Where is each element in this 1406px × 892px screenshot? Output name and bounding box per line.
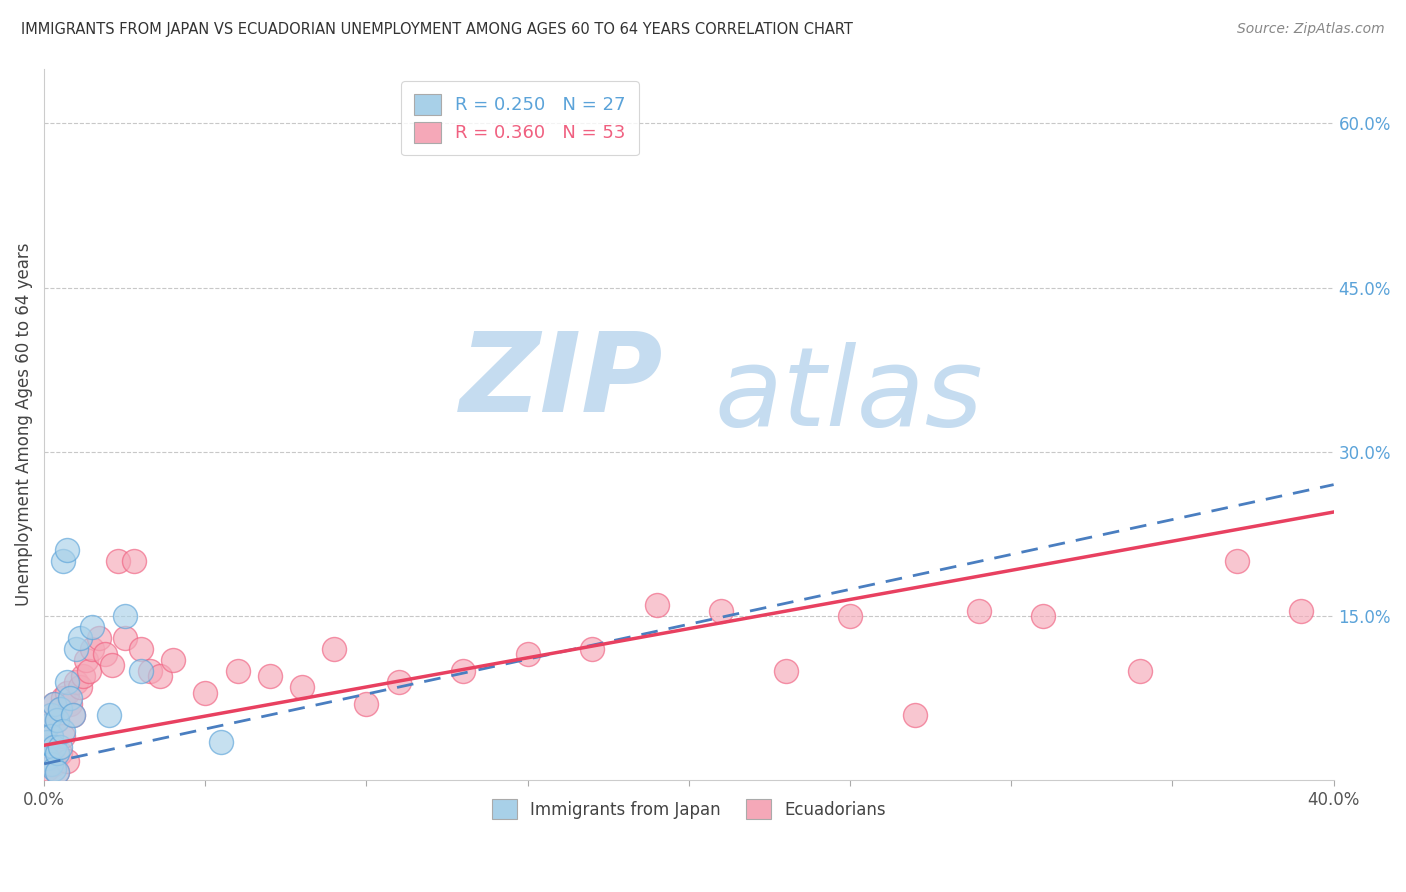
Point bbox=[356, 697, 378, 711]
Point bbox=[37, 718, 59, 732]
Point bbox=[516, 648, 538, 662]
Point bbox=[55, 754, 77, 768]
Point bbox=[65, 674, 87, 689]
Text: Source: ZipAtlas.com: Source: ZipAtlas.com bbox=[1237, 22, 1385, 37]
Point bbox=[55, 543, 77, 558]
Point bbox=[46, 713, 69, 727]
Y-axis label: Unemployment Among Ages 60 to 64 years: Unemployment Among Ages 60 to 64 years bbox=[15, 243, 32, 607]
Point bbox=[839, 609, 862, 624]
Point bbox=[42, 697, 65, 711]
Point bbox=[581, 641, 603, 656]
Point bbox=[42, 762, 65, 776]
Point bbox=[69, 631, 91, 645]
Point bbox=[39, 707, 62, 722]
Point bbox=[87, 631, 110, 645]
Point bbox=[39, 751, 62, 765]
Point bbox=[82, 641, 104, 656]
Point bbox=[62, 707, 84, 722]
Point bbox=[1129, 664, 1152, 678]
Point bbox=[259, 669, 281, 683]
Point bbox=[101, 658, 124, 673]
Point bbox=[1226, 554, 1249, 568]
Point bbox=[1291, 603, 1313, 617]
Point bbox=[42, 697, 65, 711]
Point bbox=[77, 664, 100, 678]
Point bbox=[39, 730, 62, 744]
Text: ZIP: ZIP bbox=[460, 328, 664, 435]
Point bbox=[139, 664, 162, 678]
Point bbox=[39, 756, 62, 771]
Point bbox=[55, 686, 77, 700]
Point bbox=[52, 724, 75, 739]
Point bbox=[124, 554, 146, 568]
Point bbox=[46, 746, 69, 760]
Point bbox=[291, 680, 314, 694]
Point bbox=[59, 691, 82, 706]
Point bbox=[72, 669, 94, 683]
Point bbox=[49, 746, 72, 760]
Text: IMMIGRANTS FROM JAPAN VS ECUADORIAN UNEMPLOYMENT AMONG AGES 60 TO 64 YEARS CORRE: IMMIGRANTS FROM JAPAN VS ECUADORIAN UNEM… bbox=[21, 22, 853, 37]
Point bbox=[97, 707, 120, 722]
Point bbox=[451, 664, 474, 678]
Point bbox=[62, 707, 84, 722]
Point bbox=[37, 762, 59, 776]
Text: atlas: atlas bbox=[714, 343, 983, 450]
Point bbox=[775, 664, 797, 678]
Point bbox=[114, 631, 136, 645]
Point bbox=[162, 653, 184, 667]
Point bbox=[226, 664, 249, 678]
Point bbox=[129, 641, 152, 656]
Point bbox=[209, 735, 232, 749]
Point bbox=[69, 680, 91, 694]
Point bbox=[55, 674, 77, 689]
Point bbox=[49, 702, 72, 716]
Point bbox=[46, 764, 69, 779]
Point bbox=[37, 740, 59, 755]
Point bbox=[75, 653, 97, 667]
Point bbox=[82, 620, 104, 634]
Point bbox=[46, 713, 69, 727]
Point bbox=[129, 664, 152, 678]
Point bbox=[967, 603, 990, 617]
Point bbox=[49, 702, 72, 716]
Point bbox=[59, 697, 82, 711]
Point bbox=[42, 740, 65, 755]
Point bbox=[903, 707, 925, 722]
Point bbox=[52, 691, 75, 706]
Point bbox=[114, 609, 136, 624]
Point bbox=[194, 686, 217, 700]
Point bbox=[49, 740, 72, 755]
Point bbox=[42, 756, 65, 771]
Point bbox=[323, 641, 346, 656]
Point bbox=[1032, 609, 1054, 624]
Point bbox=[52, 554, 75, 568]
Point bbox=[39, 707, 62, 722]
Legend: Immigrants from Japan, Ecuadorians: Immigrants from Japan, Ecuadorians bbox=[485, 793, 893, 825]
Point bbox=[710, 603, 733, 617]
Point bbox=[149, 669, 172, 683]
Point bbox=[52, 730, 75, 744]
Point bbox=[388, 674, 411, 689]
Point bbox=[645, 598, 668, 612]
Point bbox=[37, 735, 59, 749]
Point bbox=[46, 764, 69, 779]
Point bbox=[94, 648, 117, 662]
Point bbox=[107, 554, 129, 568]
Point bbox=[65, 641, 87, 656]
Point bbox=[37, 751, 59, 765]
Point bbox=[37, 718, 59, 732]
